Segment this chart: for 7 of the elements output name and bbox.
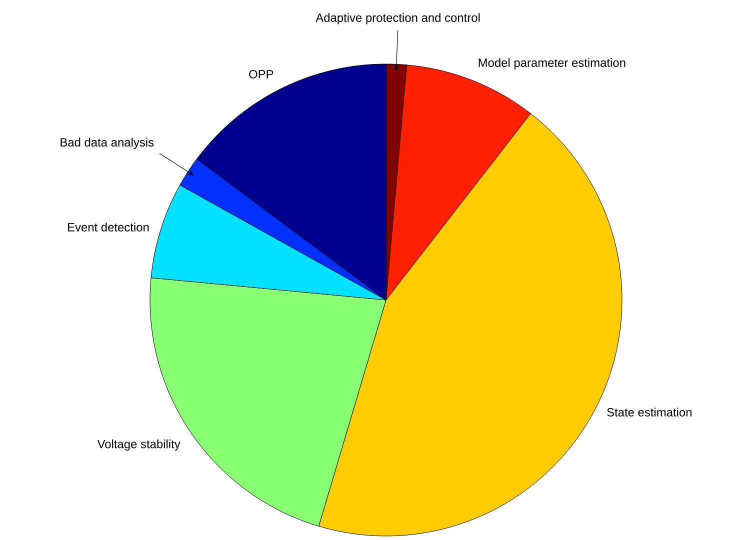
slice-label: OPP [249, 70, 274, 78]
slice-label: Voltage stability [97, 440, 180, 451]
slice-label: Event detection [68, 222, 149, 232]
slice-label: Adaptive protection and control [316, 13, 480, 24]
slice-label: State estimation [607, 408, 692, 416]
slice-label: Bad data analysis [60, 138, 154, 149]
slice-label: Model parameter estimation [478, 58, 626, 70]
